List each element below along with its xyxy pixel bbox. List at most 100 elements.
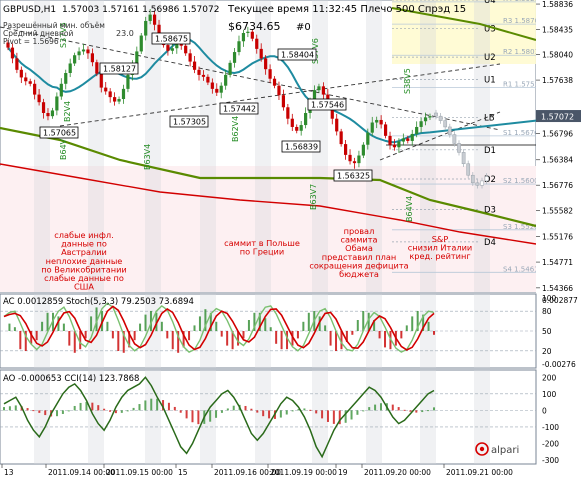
candle-body bbox=[10, 47, 15, 59]
candle-body bbox=[188, 53, 192, 62]
ao-bar bbox=[44, 410, 47, 416]
price-scale[interactable]: 1.58836 1.58435 1.58040 1.57638 1.57072 1.567… bbox=[536, 0, 581, 480]
pivot-level-label: S1 1.5676 bbox=[503, 129, 539, 137]
session-stripe bbox=[420, 370, 436, 464]
candle-body bbox=[401, 138, 405, 142]
wave-tag: B63V7 bbox=[309, 184, 318, 210]
ac-bar bbox=[62, 323, 65, 331]
ac-bar bbox=[106, 321, 109, 331]
candle-body bbox=[232, 52, 237, 63]
ac-scale-label: 20 bbox=[542, 347, 552, 356]
ac-bar bbox=[226, 331, 229, 346]
cci-line bbox=[3, 376, 435, 459]
candle-body bbox=[95, 62, 99, 74]
candle-body bbox=[117, 99, 121, 102]
annotation-line: саммит в Польше bbox=[224, 238, 300, 248]
candle-body bbox=[215, 88, 219, 93]
ac-bar bbox=[378, 331, 381, 339]
pivot-level-label: S2 1.5600 bbox=[503, 177, 539, 185]
ac-bar bbox=[79, 331, 82, 350]
forecast-candles bbox=[434, 109, 489, 189]
ac-bar bbox=[286, 331, 289, 350]
ao-bar bbox=[362, 410, 365, 412]
candle-body bbox=[281, 95, 286, 108]
ac-bar bbox=[19, 331, 22, 350]
candle-body bbox=[24, 77, 28, 82]
forecast-body bbox=[457, 143, 461, 153]
ao-stripes bbox=[34, 370, 490, 464]
annotation-line: данные по bbox=[61, 239, 107, 249]
session-stripe bbox=[255, 370, 271, 464]
candle-body bbox=[321, 86, 325, 95]
candle-body bbox=[192, 61, 197, 70]
candle-body bbox=[197, 69, 201, 75]
candle-body bbox=[166, 45, 170, 51]
candle-body bbox=[375, 119, 379, 123]
alpari-logo-icon bbox=[475, 442, 489, 456]
forecast-body bbox=[480, 180, 484, 186]
candle-body bbox=[366, 132, 370, 145]
candle-body bbox=[423, 117, 428, 122]
ac-bar bbox=[291, 331, 294, 346]
ao-bar bbox=[150, 398, 153, 411]
ac-bar bbox=[296, 331, 299, 339]
cci-scale-label: 200 bbox=[542, 373, 557, 382]
ao-bar bbox=[321, 410, 324, 419]
main-price-panel[interactable]: R4 1.5920 R3 1.5870 R2 1.5801 R1 1.5752 S1 1… bbox=[0, 0, 539, 293]
ao-bar bbox=[226, 408, 229, 411]
ac-bar bbox=[384, 331, 387, 348]
alpari-logo: alpari bbox=[475, 442, 519, 456]
ao-bar bbox=[109, 410, 112, 412]
candle-body bbox=[68, 63, 72, 73]
session-stripe bbox=[88, 370, 104, 464]
ao-bar bbox=[379, 403, 382, 411]
ao-cci-panel[interactable]: AO -0.000653 CCI(14) 123.7868 alpari bbox=[0, 369, 537, 465]
ac-bar bbox=[128, 331, 131, 348]
ac-stoch-panel[interactable]: AC 0.0012859 Stoch(5,3,3) 79.2503 73.689… bbox=[0, 293, 537, 369]
pivot-level-label: S4 1.5461 bbox=[503, 265, 539, 273]
candle-body bbox=[259, 48, 263, 59]
candle-body bbox=[379, 119, 383, 125]
candle-body bbox=[415, 126, 419, 134]
ac-bar bbox=[182, 331, 185, 348]
ao-bar bbox=[167, 402, 170, 411]
candle-body bbox=[104, 87, 108, 92]
ac-bar bbox=[324, 325, 327, 331]
ma-mid-line bbox=[0, 126, 537, 228]
ao-bar bbox=[232, 405, 235, 411]
candle-body bbox=[144, 20, 148, 36]
ac-bar bbox=[242, 331, 245, 339]
current-price-text: 1.57072 bbox=[541, 113, 574, 122]
forecast-body bbox=[484, 176, 489, 182]
ac-bar bbox=[220, 331, 223, 337]
chart-ohlc: 1.57003 1.57161 1.56986 1.57072 bbox=[62, 5, 219, 15]
candle-body bbox=[330, 106, 334, 119]
wave-tag: B64V4 bbox=[405, 196, 414, 222]
price-tick-label: 1.55582 bbox=[542, 207, 573, 216]
session-stripe bbox=[366, 370, 382, 464]
candle-body bbox=[55, 96, 59, 111]
candle-body bbox=[50, 110, 55, 117]
ac-bar bbox=[209, 312, 212, 331]
candle-body bbox=[28, 81, 32, 84]
ac-bar bbox=[111, 331, 114, 339]
ao-bar bbox=[403, 409, 406, 411]
ac-bar bbox=[373, 320, 376, 331]
ac-bar bbox=[198, 316, 201, 331]
price-box bbox=[99, 62, 139, 75]
time-tick-label: 2011.09.21 00:00 bbox=[446, 468, 513, 477]
chart-header: GBPUSD,H1 1.57003 1.57161 1.56986 1.5707… bbox=[3, 4, 466, 46]
level-label: LB bbox=[484, 113, 495, 123]
forecast-body bbox=[470, 174, 475, 184]
ao-bar bbox=[297, 409, 300, 411]
candle-body bbox=[59, 83, 63, 97]
wave-tag: B64V5 bbox=[59, 134, 68, 160]
price-box bbox=[151, 32, 191, 45]
ao-bar bbox=[268, 410, 271, 419]
annotation-line: саммита bbox=[341, 235, 378, 245]
annotation-line: слабые инфл. bbox=[54, 230, 113, 240]
stoch-lines bbox=[3, 302, 435, 353]
ac-scale-label: 50 bbox=[542, 327, 552, 336]
